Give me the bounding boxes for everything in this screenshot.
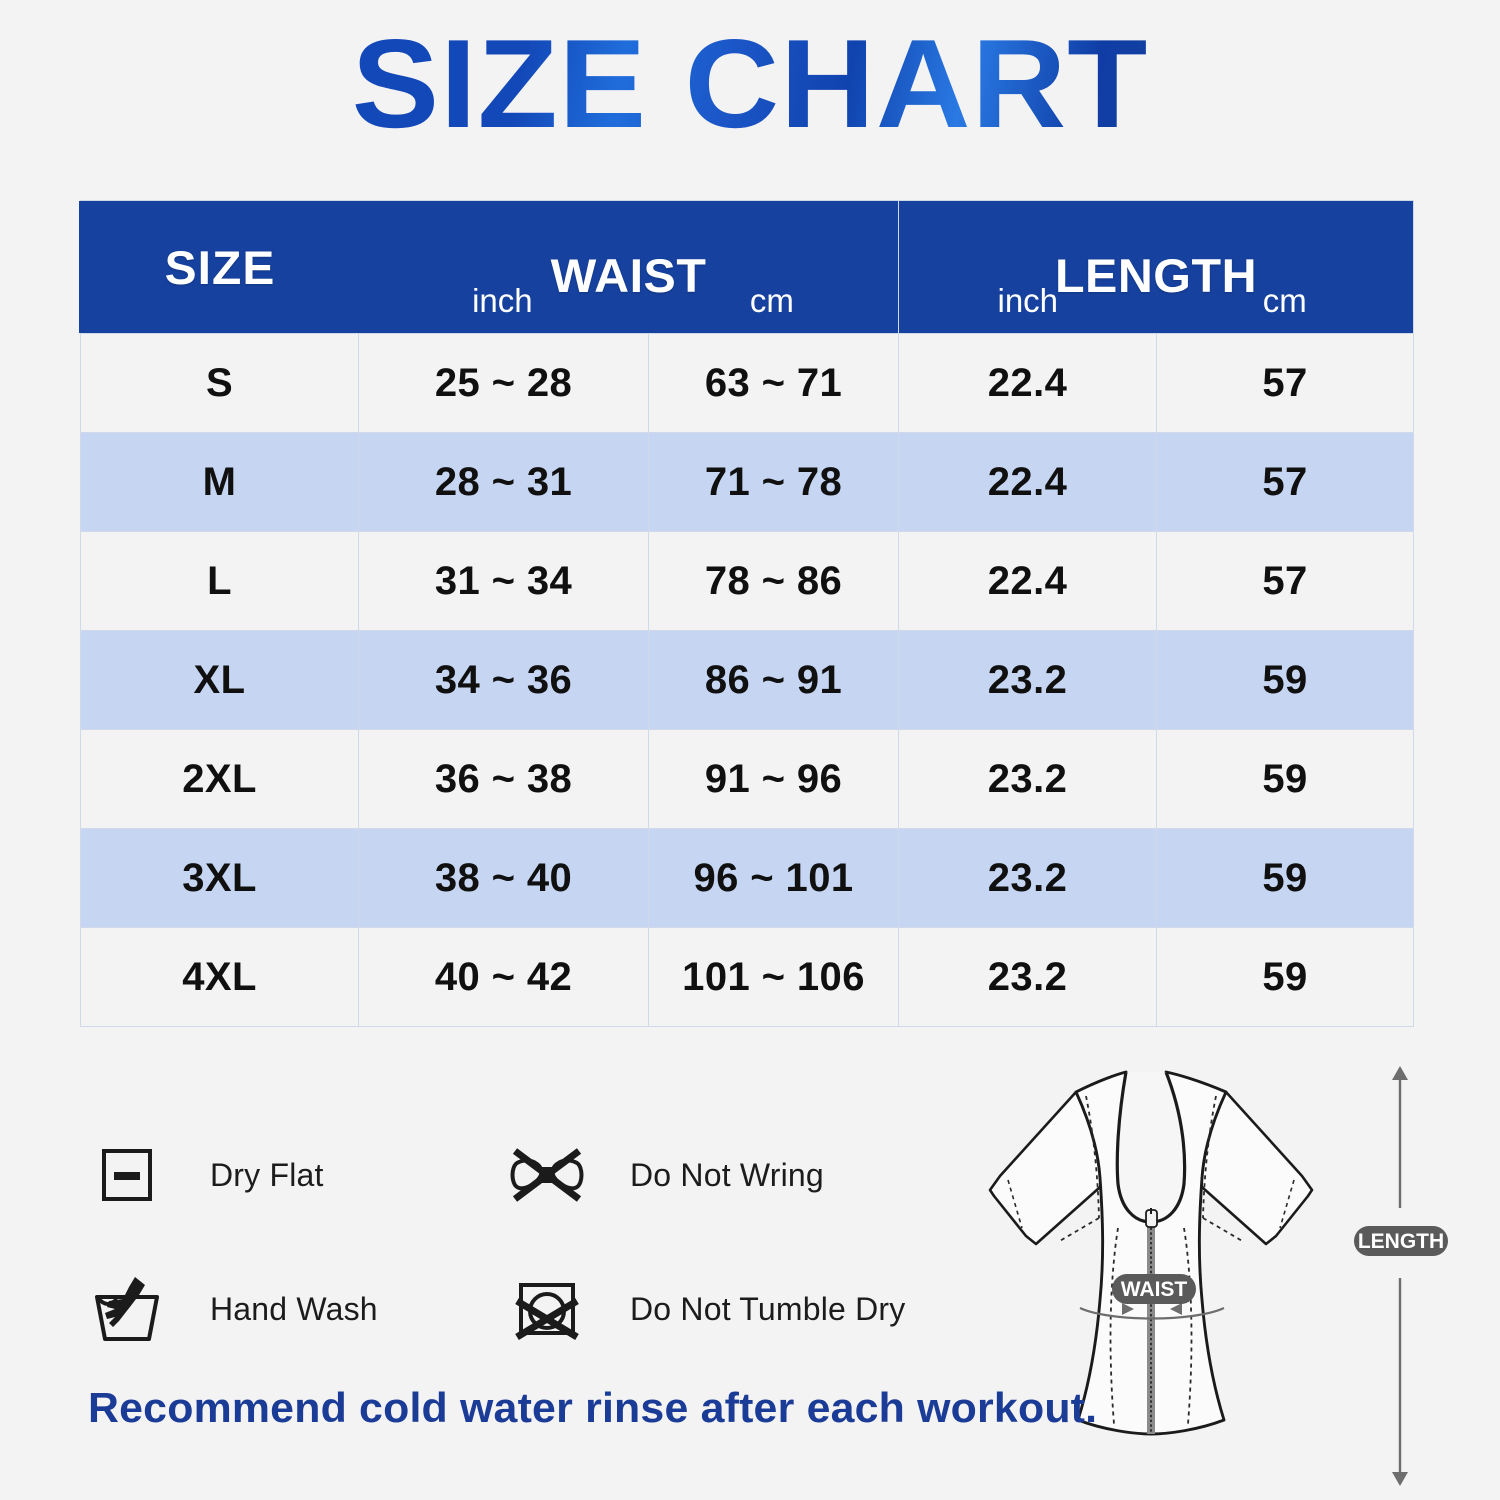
cell-length-cm: 57 (1156, 333, 1415, 433)
cell-length-cm: 57 (1156, 531, 1415, 631)
cell-size: S (80, 333, 359, 433)
header-length-title: LENGTH (1054, 248, 1258, 302)
care-item-hand-wash: Hand Wash (86, 1268, 506, 1350)
cell-length-cm: 59 (1156, 729, 1415, 829)
cell-waist-inch: 34 ~ 36 (358, 630, 649, 730)
size-table-container: SIZE WAIST inch cm LENGTH inch cm (77, 200, 1415, 1027)
care-item-do-not-wring: Do Not Wring (506, 1134, 926, 1216)
cell-length-inch: 23.2 (898, 729, 1158, 829)
care-label-hand-wash: Hand Wash (210, 1290, 378, 1327)
cell-waist-cm: 101 ~ 106 (647, 927, 900, 1027)
cell-waist-cm: 78 ~ 86 (647, 531, 900, 631)
care-label-do-not-tumble-dry: Do Not Tumble Dry (630, 1290, 906, 1327)
table-row: S 25 ~ 28 63 ~ 71 22.4 57 (80, 333, 1415, 433)
table-row: 4XL 40 ~ 42 101 ~ 106 23.2 59 (80, 927, 1415, 1027)
cell-waist-cm: 96 ~ 101 (647, 828, 900, 928)
cell-waist-cm: 63 ~ 71 (647, 333, 900, 433)
cell-length-inch: 22.4 (898, 333, 1158, 433)
do-not-tumble-dry-icon (506, 1268, 588, 1350)
care-row-2: Hand Wash Do Not Tumble Dry (86, 1242, 986, 1376)
size-table-body: S 25 ~ 28 63 ~ 71 22.4 57 M 28 ~ 31 71 ~ 78 22.4… (80, 333, 1415, 1027)
care-item-dry-flat: Dry Flat (86, 1134, 506, 1216)
cell-size: 4XL (80, 927, 359, 1027)
table-row: XL 34 ~ 36 86 ~ 91 23.2 59 (80, 630, 1415, 730)
care-row-1: Dry Flat Do Not Wring (86, 1108, 986, 1242)
page-title: SIZE CHART (351, 13, 1149, 154)
cell-length-cm: 59 (1156, 630, 1415, 730)
table-row: 3XL 38 ~ 40 96 ~ 101 23.2 59 (80, 828, 1415, 928)
header-size: SIZE (77, 200, 362, 334)
cell-length-inch: 22.4 (898, 531, 1158, 631)
care-label-do-not-wring: Do Not Wring (630, 1156, 824, 1193)
length-badge-label: LENGTH (1358, 1230, 1444, 1253)
header-waist-group: WAIST inch cm (357, 200, 900, 334)
cell-size: L (80, 531, 359, 631)
care-recommendation-note: Recommend cold water rinse after each wo… (88, 1384, 1098, 1431)
cell-size: XL (80, 630, 359, 730)
table-row: 2XL 36 ~ 38 91 ~ 96 23.2 59 (80, 729, 1415, 829)
waist-badge-label: WAIST (1121, 1278, 1188, 1301)
cell-size: 2XL (80, 729, 359, 829)
cell-length-cm: 59 (1156, 927, 1415, 1027)
cell-length-inch: 22.4 (898, 432, 1158, 532)
do-not-wring-icon (506, 1134, 588, 1216)
cell-waist-inch: 40 ~ 42 (358, 927, 649, 1027)
cell-waist-cm: 86 ~ 91 (647, 630, 900, 730)
header-length-cm: cm (1262, 282, 1307, 319)
cell-length-inch: 23.2 (898, 828, 1158, 928)
table-row: L 31 ~ 34 78 ~ 86 22.4 57 (80, 531, 1415, 631)
size-table: SIZE WAIST inch cm LENGTH inch cm (77, 200, 1415, 1027)
hand-wash-icon (86, 1268, 168, 1350)
header-length-group: LENGTH inch cm (898, 200, 1415, 334)
cell-length-inch: 23.2 (898, 927, 1158, 1027)
dry-flat-icon (86, 1134, 168, 1216)
header-waist-units: inch cm (359, 284, 898, 317)
care-instructions: Dry Flat Do Not Wring (86, 1108, 986, 1376)
length-badge-shape (1354, 1226, 1448, 1256)
size-table-head: SIZE WAIST inch cm LENGTH inch cm (77, 200, 1415, 334)
cell-waist-inch: 38 ~ 40 (358, 828, 649, 928)
table-row: M 28 ~ 31 71 ~ 78 22.4 57 (80, 432, 1415, 532)
header-waist-title: WAIST (550, 248, 707, 302)
header-waist-cm: cm (749, 282, 794, 319)
cell-size: 3XL (80, 828, 359, 928)
table-header-row: SIZE WAIST inch cm LENGTH inch cm (77, 200, 1415, 334)
header-length-units: inch cm (899, 284, 1413, 317)
cell-length-inch: 23.2 (898, 630, 1158, 730)
care-label-dry-flat: Dry Flat (210, 1156, 324, 1193)
waist-badge-shape (1112, 1274, 1196, 1304)
cell-waist-inch: 31 ~ 34 (358, 531, 649, 631)
cell-waist-inch: 36 ~ 38 (358, 729, 649, 829)
cell-length-cm: 59 (1156, 828, 1415, 928)
cell-waist-cm: 71 ~ 78 (647, 432, 900, 532)
cell-length-cm: 57 (1156, 432, 1415, 532)
header-waist-inch: inch (472, 282, 533, 319)
cell-size: M (80, 432, 359, 532)
cell-waist-inch: 28 ~ 31 (358, 432, 649, 532)
care-item-do-not-tumble-dry: Do Not Tumble Dry (506, 1268, 926, 1350)
header-length-inch: inch (997, 282, 1059, 319)
page-title-container: SIZE CHART (0, 13, 1500, 154)
cell-waist-cm: 91 ~ 96 (647, 729, 900, 829)
garment-diagram: WAIST LENGTH (958, 1058, 1450, 1500)
cell-waist-inch: 25 ~ 28 (358, 333, 649, 433)
